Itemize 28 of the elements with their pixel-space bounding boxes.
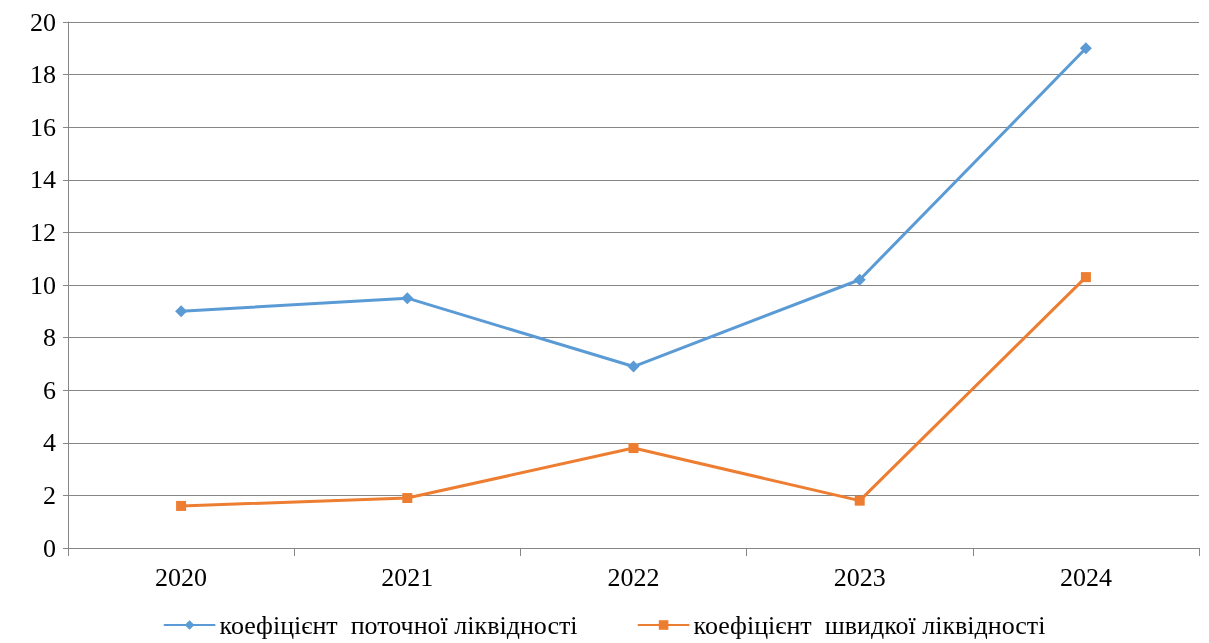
y-tick-label: 4 xyxy=(43,428,56,458)
point xyxy=(1080,272,1091,283)
point xyxy=(401,292,414,305)
point xyxy=(853,273,866,286)
y-tick-label: 6 xyxy=(43,375,56,405)
point xyxy=(854,495,865,506)
x-tick-label: 2020 xyxy=(155,562,208,592)
y-tick-label: 12 xyxy=(30,217,56,247)
x-tick-label: 2023 xyxy=(833,562,886,592)
point xyxy=(627,360,640,373)
y-tick-label: 20 xyxy=(30,7,56,37)
point xyxy=(176,500,187,511)
point xyxy=(628,443,639,454)
y-tick-label: 0 xyxy=(43,533,56,563)
legend-label: коефіцієнт поточної ліквідності xyxy=(219,610,578,640)
x-tick-label: 2022 xyxy=(607,562,660,592)
y-tick-label: 10 xyxy=(30,270,56,300)
y-tick-label: 18 xyxy=(30,60,56,90)
x-tick-label: 2021 xyxy=(381,562,434,592)
point xyxy=(175,305,188,318)
point xyxy=(402,493,413,504)
x-tick-label: 2024 xyxy=(1059,562,1112,592)
y-tick-label: 2 xyxy=(43,480,56,510)
y-tick-label: 8 xyxy=(43,323,56,353)
y-tick-label: 14 xyxy=(30,165,56,195)
legend-label: коефіцієнт швидкої ліквідності xyxy=(693,610,1046,640)
point xyxy=(1079,42,1092,55)
y-tick-label: 16 xyxy=(30,112,56,142)
